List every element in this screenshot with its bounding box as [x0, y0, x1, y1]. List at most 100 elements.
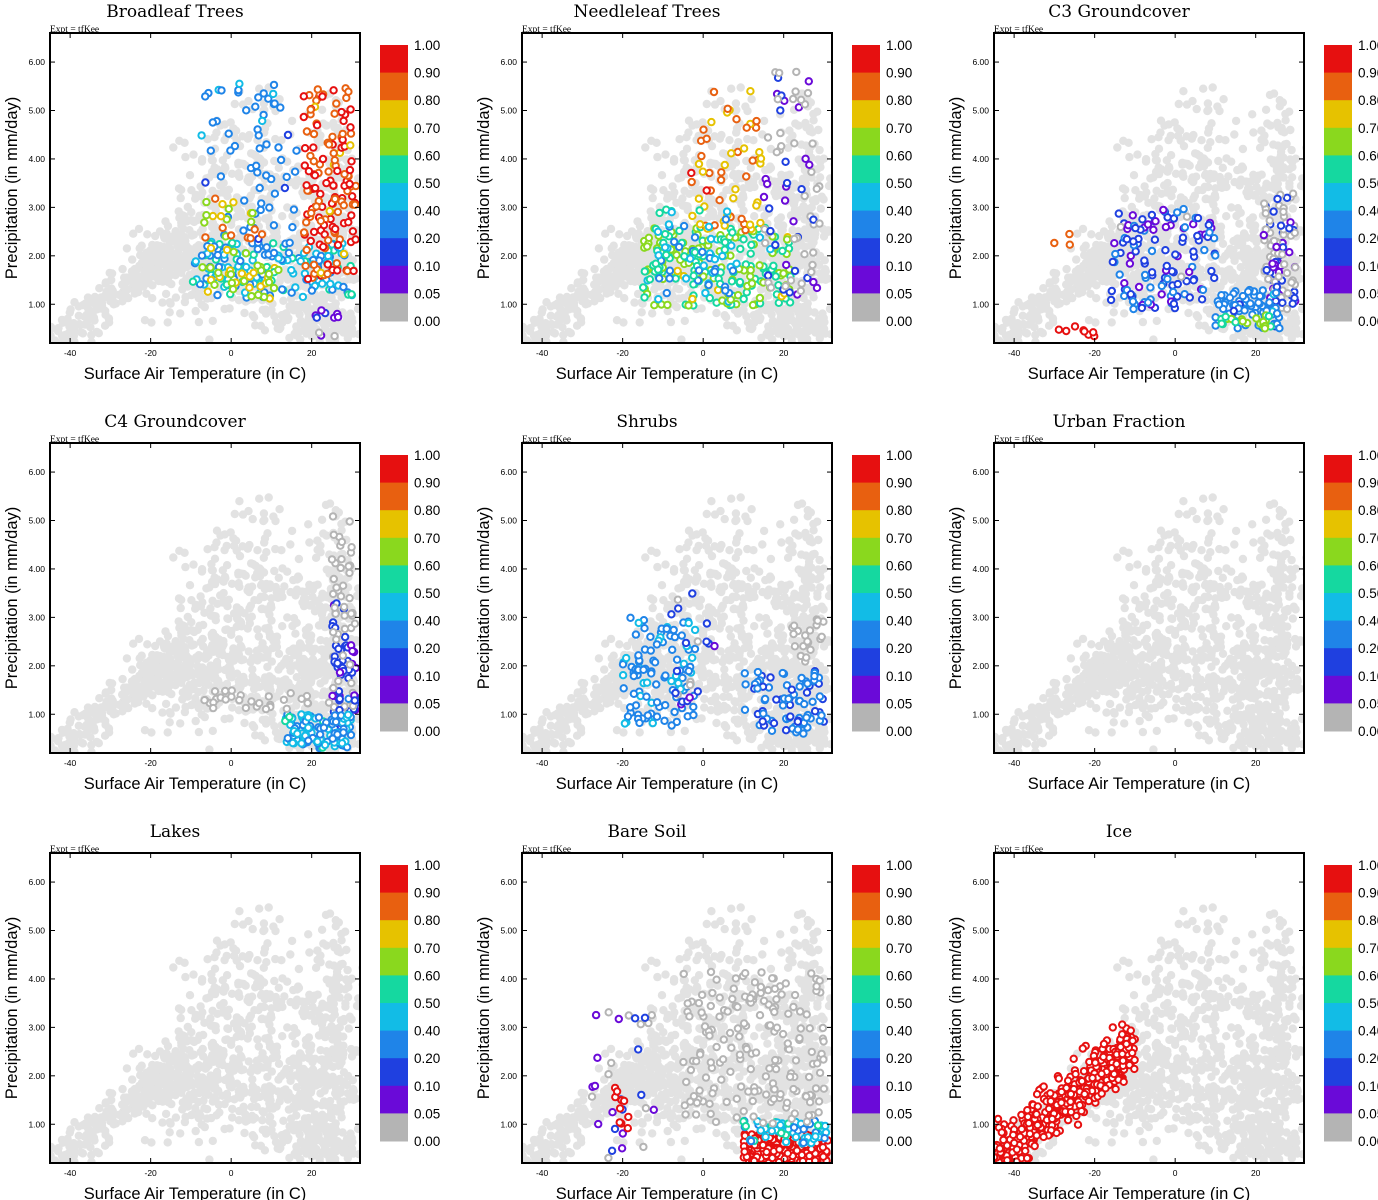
data-point	[771, 272, 780, 281]
data-point-bg	[251, 151, 260, 161]
data-point-bg	[151, 231, 160, 241]
panel-title: C4 Groundcover	[104, 412, 246, 432]
data-point-bg	[130, 286, 139, 295]
data-point-bg	[1235, 251, 1244, 260]
data-point-bg	[1147, 135, 1156, 144]
data-point-bg	[759, 116, 769, 126]
colorbar-swatch	[1324, 72, 1352, 101]
data-point	[309, 260, 319, 269]
data-point-bg	[122, 654, 132, 663]
data-point	[661, 230, 670, 239]
data-point-bg	[1131, 186, 1140, 195]
data-point-bg	[1013, 333, 1022, 342]
x-axis-label: Surface Air Temperature (in C)	[84, 365, 307, 383]
data-point-bg	[1072, 278, 1082, 287]
data-point	[1207, 266, 1216, 276]
data-point	[333, 266, 342, 275]
data-point-bg	[1249, 128, 1258, 137]
colorbar-label: 1.00	[414, 38, 440, 53]
data-point-bg	[50, 336, 60, 343]
data-point	[346, 123, 355, 132]
y-tick-label: 6.00	[972, 57, 989, 67]
x-tick-label: -40	[536, 348, 549, 358]
data-point	[662, 288, 671, 298]
data-point	[324, 167, 333, 176]
data-point	[283, 130, 293, 140]
data-point-bg	[602, 286, 611, 295]
data-point	[1157, 281, 1167, 291]
y-tick-label: 1.00	[972, 299, 989, 309]
data-point-bg	[994, 336, 1004, 343]
data-point	[339, 116, 348, 126]
data-point-bg	[353, 304, 360, 314]
data-point-bg	[1222, 154, 1231, 163]
data-point-bg	[1120, 309, 1129, 318]
data-point-bg	[194, 241, 203, 250]
data-point-bg	[179, 224, 188, 234]
data-point-bg	[815, 145, 824, 155]
data-point-bg	[549, 328, 558, 337]
data-point	[1161, 246, 1170, 255]
data-point-bg	[102, 287, 111, 296]
y-tick-label: 3.00	[28, 202, 45, 212]
data-point-bg	[1278, 98, 1288, 107]
data-point-bg	[808, 196, 818, 205]
data-point-bg	[819, 324, 829, 334]
data-point	[746, 266, 755, 275]
data-point-bg	[1222, 266, 1232, 276]
data-point	[729, 194, 738, 203]
data-point-bg	[727, 162, 737, 171]
data-point	[1128, 297, 1138, 306]
data-point-bg	[183, 202, 192, 212]
data-point-bg	[630, 252, 640, 261]
data-point	[201, 92, 210, 101]
data-point	[727, 149, 736, 158]
data-point	[1278, 298, 1287, 307]
data-point	[1168, 287, 1178, 297]
data-point-bg	[1246, 177, 1255, 186]
data-point-bg	[292, 175, 302, 184]
data-point	[720, 160, 729, 170]
data-point-bg	[1208, 83, 1217, 92]
data-point	[307, 208, 316, 218]
data-point-bg	[1104, 272, 1113, 281]
data-point	[782, 260, 791, 270]
data-point-bg	[1062, 264, 1071, 274]
data-point-bg	[794, 121, 803, 130]
data-point-bg	[765, 162, 775, 171]
data-point	[781, 157, 790, 167]
data-point-bg	[1045, 279, 1054, 288]
data-point-bg	[1252, 182, 1261, 192]
data-point	[254, 131, 263, 140]
data-point	[688, 211, 697, 221]
data-point-bg	[675, 135, 684, 144]
data-point-bg	[1122, 211, 1131, 220]
data-point-bg	[1031, 330, 1040, 340]
data-point-bg	[670, 188, 679, 197]
data-point	[766, 226, 775, 236]
data-point	[249, 268, 258, 277]
data-point	[702, 134, 711, 144]
data-point-bg	[1214, 156, 1223, 166]
data-point-bg	[272, 232, 282, 242]
data-point-bg	[1235, 219, 1244, 228]
data-point	[722, 207, 732, 216]
data-point	[1129, 304, 1138, 314]
data-point-bg	[276, 177, 286, 187]
data-point-bg	[1111, 279, 1120, 289]
data-point-bg	[680, 156, 689, 165]
data-point-bg	[1201, 169, 1211, 179]
data-point	[1089, 328, 1098, 337]
data-point-bg	[1086, 289, 1095, 298]
data-point-bg	[633, 217, 642, 226]
data-point	[269, 221, 279, 230]
data-point-bg	[62, 337, 72, 343]
data-point-bg	[1152, 156, 1162, 165]
data-point-bg	[1024, 312, 1033, 321]
colorbar-swatch	[1324, 293, 1352, 322]
data-point-bg	[1018, 302, 1027, 311]
data-point-bg	[594, 244, 604, 253]
data-point-bg	[663, 306, 672, 316]
data-point-bg	[1048, 314, 1058, 323]
